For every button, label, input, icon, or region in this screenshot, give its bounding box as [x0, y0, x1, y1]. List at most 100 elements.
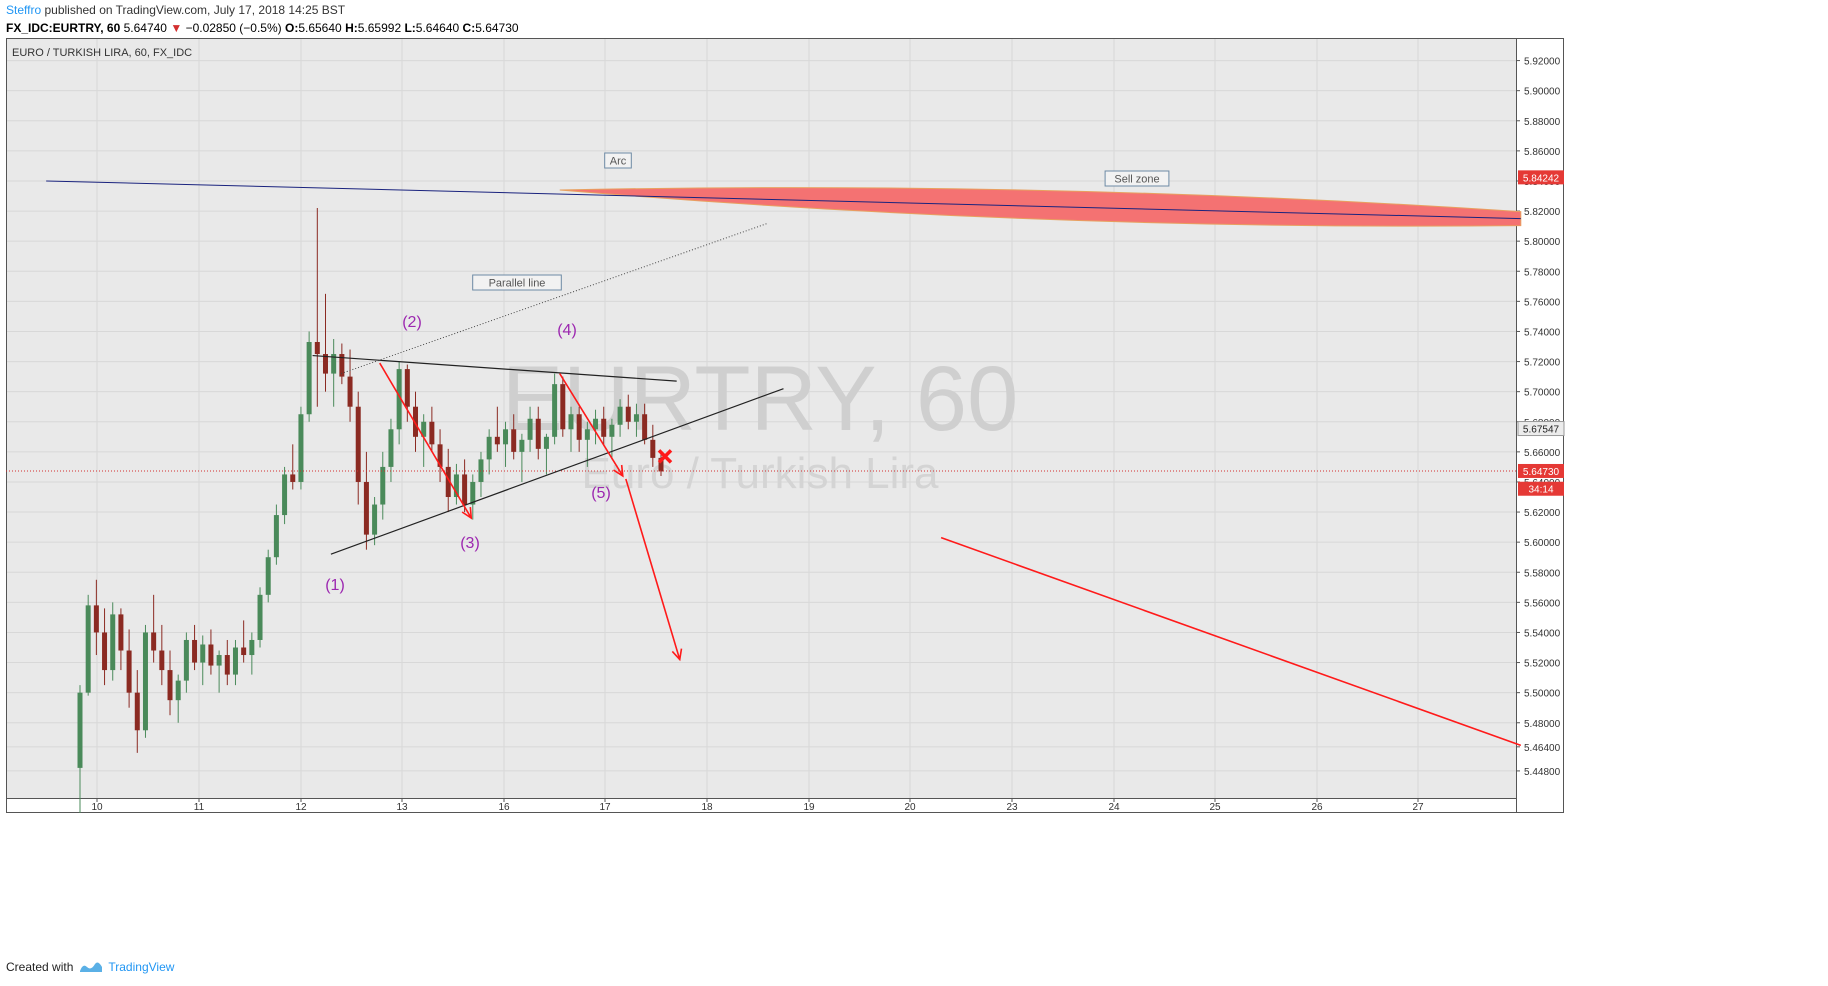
- candle-body: [404, 369, 410, 407]
- candle-body: [503, 429, 509, 445]
- candle-body: [413, 406, 419, 437]
- author-link[interactable]: Steffro: [6, 3, 42, 17]
- candle-body: [527, 418, 533, 440]
- wave-label: (3): [460, 535, 480, 552]
- price-badge-label: 5.84242: [1523, 173, 1560, 184]
- annotation-label: Sell zone: [1114, 174, 1159, 186]
- candle-body: [535, 418, 541, 449]
- candle-body: [306, 342, 312, 415]
- candle-body: [650, 439, 656, 458]
- tradingview-link[interactable]: TradingView: [79, 960, 174, 974]
- candle-body: [134, 692, 140, 731]
- candle-body: [216, 655, 222, 666]
- low-value: 5.64640: [415, 21, 460, 35]
- candle-body: [273, 515, 279, 558]
- x-tick-label: 12: [295, 802, 307, 813]
- wave-3-arrow-head: [461, 507, 473, 520]
- x-tick-label: 16: [498, 802, 510, 813]
- wave-5-arrow-head: [613, 464, 624, 478]
- candle-body: [445, 466, 451, 498]
- x-tick-label: 13: [396, 802, 408, 813]
- y-tick-label: 5.50000: [1524, 689, 1561, 700]
- wave-label: (4): [557, 322, 577, 339]
- projection-arrow: [625, 478, 681, 660]
- triangle-upper: [312, 354, 677, 382]
- candle-body: [298, 414, 304, 482]
- x-tick-label: 11: [194, 802, 205, 813]
- y-tick-label: 5.60000: [1524, 538, 1561, 549]
- x-tick-label: 24: [1108, 802, 1120, 813]
- y-tick-label: 5.90000: [1524, 87, 1561, 98]
- candle-body: [609, 424, 615, 437]
- footer: Created with TradingView: [6, 960, 174, 974]
- y-tick-label: 5.62000: [1524, 508, 1561, 519]
- high-value: 5.65992: [357, 21, 402, 35]
- candle-body: [314, 342, 320, 355]
- candle-body: [601, 418, 607, 437]
- price-badge: [1518, 170, 1564, 185]
- y-tick-label: 5.46400: [1524, 743, 1561, 754]
- low-label: L:: [404, 21, 416, 35]
- candle-body: [85, 605, 91, 693]
- price-badge-label: 5.67547: [1523, 425, 1560, 436]
- publish-text: published on TradingView.com, July 17, 2…: [44, 3, 346, 17]
- candle-body: [625, 406, 631, 422]
- x-tick-label: 26: [1311, 802, 1323, 813]
- x-tick-label: 27: [1412, 802, 1424, 813]
- candle-body: [486, 436, 492, 460]
- high-label: H:: [345, 21, 358, 35]
- y-tick-label: 5.88000: [1524, 117, 1561, 128]
- candle-body: [617, 406, 623, 425]
- candle-body: [462, 474, 468, 505]
- y-tick-label: 5.48000: [1524, 719, 1561, 730]
- candle-body: [167, 670, 173, 701]
- y-tick-label: 5.74000: [1524, 327, 1561, 338]
- tradingview-brand[interactable]: TradingView: [108, 960, 175, 974]
- candle-body: [282, 474, 288, 516]
- candle-body: [151, 632, 157, 651]
- y-tick-label: 5.56000: [1524, 598, 1561, 609]
- wave-3-arrow: [379, 362, 472, 519]
- tradingview-logo-icon: [80, 962, 103, 972]
- annotation-box: [472, 274, 562, 291]
- x-tick-label: 10: [91, 802, 103, 813]
- candle-body: [543, 436, 549, 449]
- candle-body: [183, 639, 189, 681]
- candle-body: [363, 481, 369, 535]
- candle-body: [642, 414, 648, 440]
- annotation-box: [604, 152, 632, 169]
- candle-body: [347, 376, 353, 407]
- candle-body: [142, 632, 148, 731]
- candle-body: [593, 418, 599, 430]
- y-tick-label: 5.66000: [1524, 448, 1561, 459]
- candle-body: [331, 354, 337, 374]
- candle-body: [322, 354, 328, 374]
- candle-body: [372, 504, 378, 535]
- candle-body: [388, 429, 394, 467]
- candle-body: [396, 369, 402, 430]
- price-badge-label: 34:14: [1528, 485, 1553, 496]
- y-tick-label: 5.72000: [1524, 358, 1561, 369]
- triangle-lower: [330, 388, 784, 555]
- y-tick-label: 5.92000: [1524, 57, 1561, 68]
- down-arrow-icon: ▼: [170, 21, 183, 35]
- candle-body: [519, 439, 525, 452]
- wave-label: (2): [402, 314, 422, 331]
- breakout-x-marker: [657, 449, 673, 464]
- candle-body: [568, 414, 574, 430]
- x-tick-label: 25: [1209, 802, 1221, 813]
- long-red-line: [940, 536, 1522, 747]
- candle-body: [93, 605, 99, 633]
- x-tick-label: 20: [904, 802, 916, 813]
- candle-body: [576, 414, 582, 440]
- annotation-label: Arc: [610, 156, 627, 168]
- candle-body: [249, 639, 255, 656]
- wave-label: (5): [591, 485, 611, 502]
- candle-body: [380, 466, 386, 505]
- candle-body: [118, 614, 124, 651]
- price-badge: [1518, 463, 1564, 478]
- candle-body: [200, 644, 206, 663]
- candle-body: [110, 614, 116, 671]
- candle-body: [175, 680, 181, 701]
